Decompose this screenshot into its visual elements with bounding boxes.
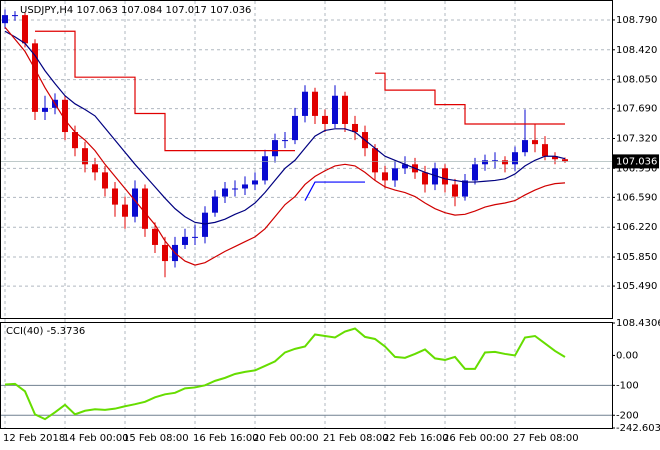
candle-body xyxy=(192,236,198,238)
candle-body xyxy=(162,244,168,262)
y-tick-label: 107.320 xyxy=(616,133,657,144)
candle-body xyxy=(482,160,488,165)
candle-body xyxy=(462,180,468,197)
y-tick-label: -200 xyxy=(616,410,639,421)
candle-body xyxy=(402,164,408,169)
y-tick-label: 107.690 xyxy=(616,104,657,115)
y-tick-label: 106.220 xyxy=(616,222,657,233)
candle-body xyxy=(522,140,528,153)
current-price-label: 107.036 xyxy=(616,156,657,167)
x-tick-label: 15 Feb 08:00 xyxy=(123,433,189,444)
candle-body xyxy=(262,156,268,181)
candle-body xyxy=(322,115,328,124)
candle-body xyxy=(432,168,438,185)
y-tick-label: 108.420 xyxy=(616,45,657,56)
candle-body xyxy=(32,43,38,112)
grid-layer xyxy=(1,1,615,429)
candle-body xyxy=(102,172,108,189)
candle-body xyxy=(122,204,128,217)
candle-body xyxy=(542,144,548,157)
candle-body xyxy=(492,160,498,162)
candle-body xyxy=(332,95,338,124)
candle-body xyxy=(562,159,568,162)
candle-body xyxy=(312,91,318,116)
candle-body xyxy=(382,172,388,181)
candle-body xyxy=(242,184,248,189)
y-tick-label: 106.590 xyxy=(616,192,657,203)
indicator-line xyxy=(304,181,365,201)
x-tick-label: 12 Feb 2018 xyxy=(3,433,65,444)
y-tick-label: -100 xyxy=(616,380,639,391)
candle-body xyxy=(12,15,18,17)
candle-body xyxy=(212,196,218,213)
cci-panel-frame xyxy=(0,322,613,429)
main-panel-frame xyxy=(0,0,613,319)
candle-body xyxy=(392,168,398,181)
y-tick-label: 108.050 xyxy=(616,75,657,86)
candle-body xyxy=(552,156,558,160)
candle-body xyxy=(502,160,508,165)
x-tick-label: 21 Feb 08:00 xyxy=(323,433,389,444)
candle-body xyxy=(152,228,158,245)
current-price-box xyxy=(613,154,659,169)
candle-body xyxy=(222,188,228,197)
y-tick-label: -242.6037 xyxy=(616,423,660,434)
marks-layer xyxy=(1,9,612,421)
candle-body xyxy=(512,152,518,165)
x-tick-label: 27 Feb 08:00 xyxy=(513,433,579,444)
candle-body xyxy=(472,164,478,181)
candle-body xyxy=(62,99,68,133)
candle-body xyxy=(292,115,298,141)
candle-body xyxy=(2,15,8,24)
candle-body xyxy=(272,140,278,157)
candle-body xyxy=(282,140,288,142)
candle-body xyxy=(42,107,48,112)
candle-body xyxy=(342,95,348,124)
y-tick-label: 106.950 xyxy=(616,163,657,174)
candle-body xyxy=(352,123,358,133)
candle-body xyxy=(202,212,208,237)
candle-body xyxy=(302,91,308,116)
candle-body xyxy=(532,140,538,145)
candle-body xyxy=(422,172,428,185)
candle-body xyxy=(22,15,28,44)
candle-body xyxy=(112,188,118,205)
candle-body xyxy=(142,188,148,229)
y-tick-label: 105.850 xyxy=(616,252,657,263)
x-tick-label: 20 Feb 00:00 xyxy=(253,433,319,444)
x-tick-label: 16 Feb 16:00 xyxy=(193,433,259,444)
candle-body xyxy=(82,148,88,165)
x-tick-label: 14 Feb 00:00 xyxy=(63,433,129,444)
indicator-line xyxy=(35,30,565,152)
candle-body xyxy=(452,184,458,197)
cci-line xyxy=(4,327,566,421)
candle-body xyxy=(132,188,138,217)
candle-body xyxy=(252,180,258,185)
y-tick-label: 0.00 xyxy=(616,350,638,361)
candle-body xyxy=(92,164,98,173)
y-tick-label: 105.490 xyxy=(616,281,657,292)
x-tick-label: 26 Feb 00:00 xyxy=(443,433,509,444)
candle-body xyxy=(72,132,78,149)
candle-body xyxy=(372,148,378,173)
indicator-line xyxy=(4,26,566,266)
x-tick-label: 22 Feb 16:00 xyxy=(383,433,449,444)
cci-title: CCI(40) -5.3736 xyxy=(6,326,85,337)
candle-body xyxy=(442,168,448,185)
candle-body xyxy=(232,188,238,190)
indicator-line xyxy=(4,30,566,225)
y-tick-label: 108.790 xyxy=(616,15,657,26)
candle-body xyxy=(182,236,188,245)
chart-title: USDJPY,H4 107.063 107.084 107.017 107.03… xyxy=(20,5,251,16)
y-tick-label: 108.4306 xyxy=(616,318,660,329)
